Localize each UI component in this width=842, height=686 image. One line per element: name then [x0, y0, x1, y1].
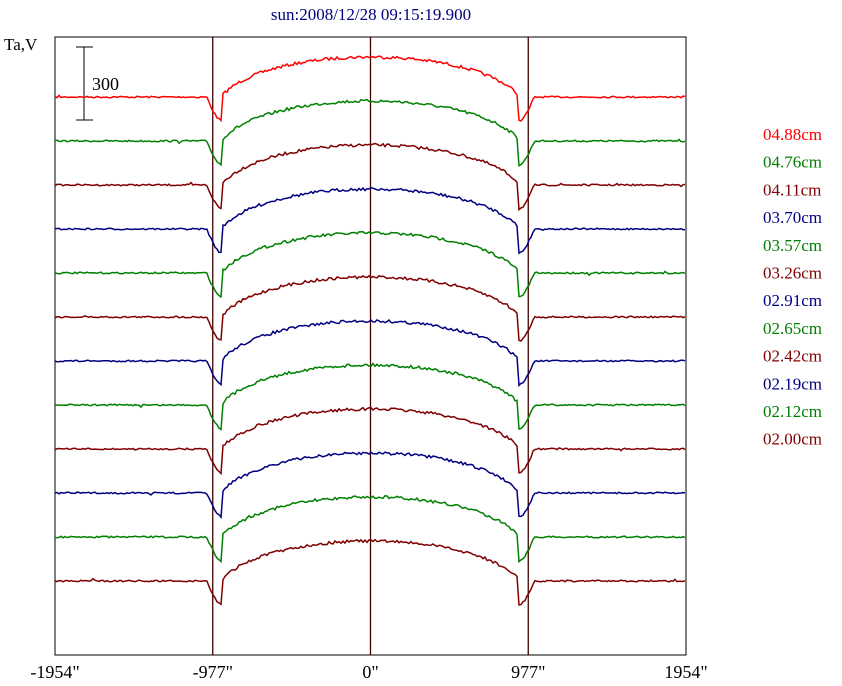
legend-entry: 02.19cm: [763, 374, 822, 393]
legend-entry: 04.88cm: [763, 125, 822, 144]
limb-markers: [213, 37, 529, 655]
legend-entry: 02.91cm: [763, 291, 822, 310]
legend: 04.88cm 04.76cm 04.11cm 03.70cm 03.57cm 03.26…: [763, 125, 822, 449]
legend-entry: 02.42cm: [763, 347, 822, 366]
legend-entry: 03.26cm: [763, 264, 822, 283]
x-tick-labels: -1954" -977" 0" 977" 1954": [30, 662, 707, 682]
legend-entry: 03.57cm: [763, 236, 822, 255]
x-tick-label: 1954": [664, 662, 707, 682]
y-axis-label: Ta,V: [4, 35, 38, 54]
legend-entry: 02.65cm: [763, 319, 822, 338]
legend-entry: 02.12cm: [763, 402, 822, 421]
x-tick-label: -1954": [30, 662, 79, 682]
x-tick-label: 0": [362, 662, 378, 682]
x-tick-label: 977": [511, 662, 545, 682]
legend-entry: 04.11cm: [763, 180, 821, 199]
legend-entry: 02.00cm: [763, 430, 822, 449]
chart-title: sun:2008/12/28 09:15:19.900: [271, 5, 471, 24]
scale-bar-label: 300: [92, 74, 119, 94]
legend-entry: 03.70cm: [763, 208, 822, 227]
x-tick-label: -977": [193, 662, 233, 682]
scale-bar: 300: [76, 47, 119, 120]
legend-entry: 04.76cm: [763, 153, 822, 172]
